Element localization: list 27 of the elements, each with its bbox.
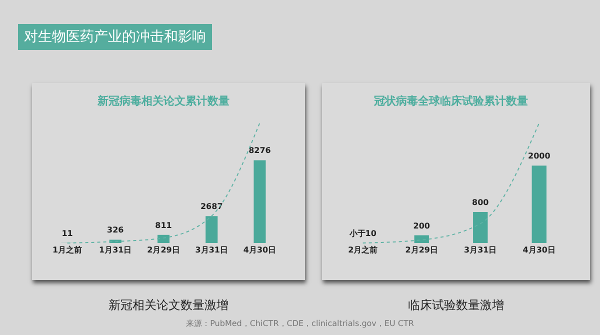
text: 小于10 [349,229,376,238]
x-tick-label: 4月30日 [522,246,556,254]
source-note: 来源：PubMed，ChiCTR，CDE，clinicaltrials.gov，EU CTR [185,318,415,329]
bar [157,234,170,243]
data-label: 11 [62,228,74,238]
data-label: 800 [472,198,490,208]
data-label: 2687 [200,202,223,212]
x-tick-label: 2月之前 [348,244,378,254]
text: 临床试验数量激增 [407,297,505,314]
x-tick-label: 1月之前 [52,244,82,254]
x-tick-label: 2月29日 [405,246,438,254]
chart-title: 新冠病毒相关论文累计数量 [96,94,230,108]
data-label: 2000 [528,152,551,161]
bar [206,216,218,243]
x-tick-label: 3月31日 [195,246,228,254]
x-tick-label: 4月30日 [243,246,276,254]
x-tick-label: 3月31日 [464,246,497,254]
text: 对生物医药产业的冲击和影响 [18,24,212,50]
bar [254,160,266,243]
x-tick-label: 2月29日 [147,246,180,254]
data-label: 326 [107,226,124,235]
data-label: 200 [413,221,430,230]
x-tick-label: 1月31日 [99,246,132,254]
data-label: 8276 [248,146,272,156]
chart-title: 冠状病毒全球临床试验累计数量 [373,94,528,108]
data-label: 811 [155,220,172,230]
text: 新冠相关论文数量激增 [108,297,230,314]
